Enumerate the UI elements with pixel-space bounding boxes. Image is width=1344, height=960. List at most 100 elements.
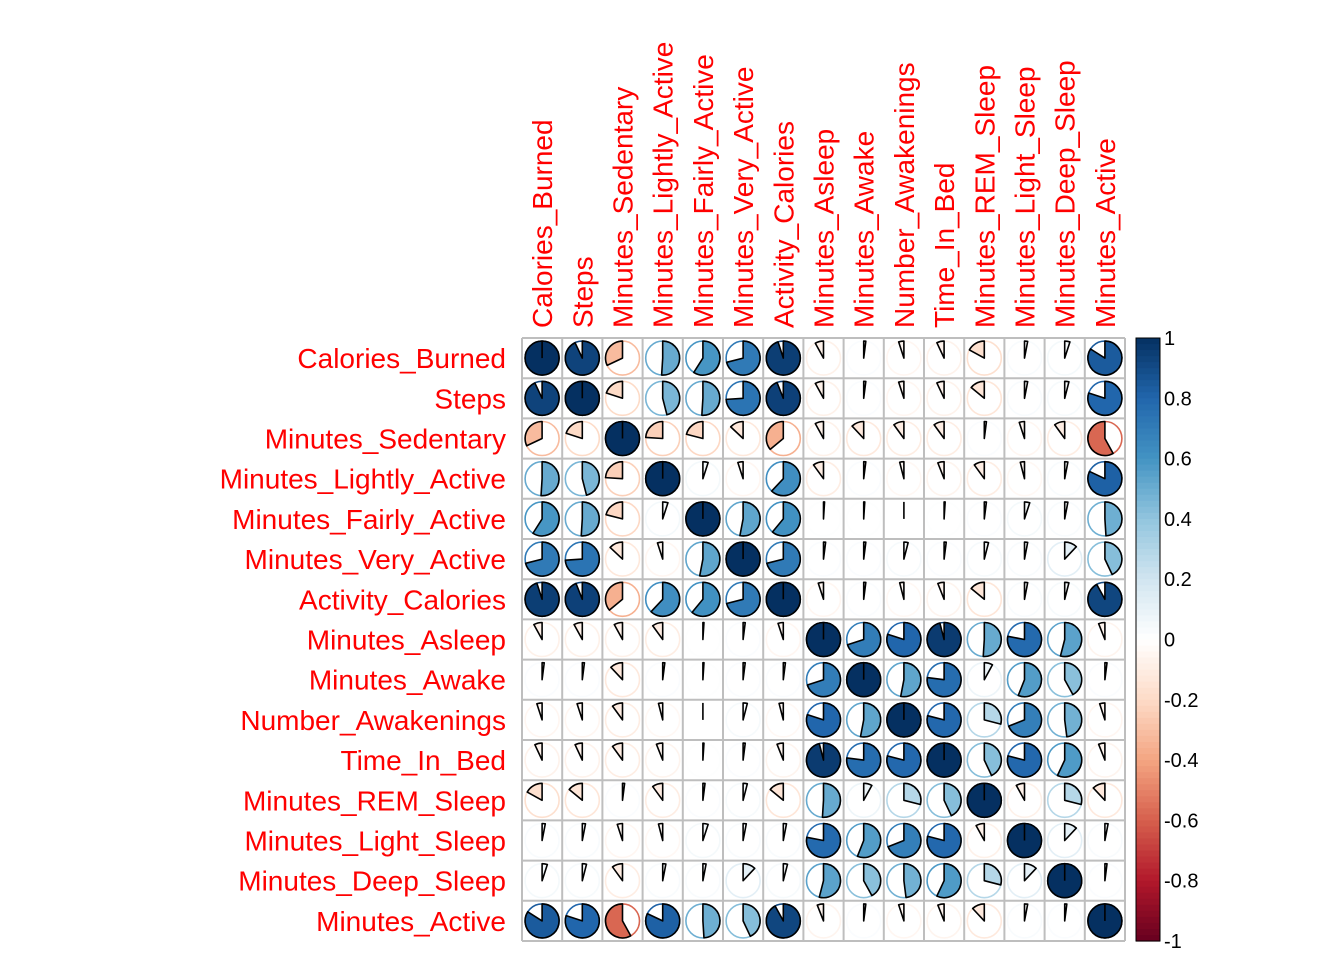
colorbar-segment bbox=[1136, 687, 1160, 695]
pie-wedge bbox=[737, 460, 744, 480]
pie-wedge bbox=[580, 501, 601, 537]
colorbar-segment bbox=[1136, 561, 1160, 568]
correlation-pie bbox=[604, 541, 641, 577]
correlation-pie bbox=[1006, 742, 1043, 778]
correlation-pie bbox=[765, 702, 802, 738]
correlation-pie bbox=[725, 862, 761, 899]
colorbar-segment bbox=[1136, 500, 1160, 508]
correlation-pie bbox=[1006, 501, 1043, 537]
colorbar-segment bbox=[1136, 506, 1160, 514]
pie-wedge bbox=[524, 541, 560, 577]
correlation-pie bbox=[1006, 380, 1043, 417]
pie-wedge bbox=[534, 742, 543, 761]
correlation-pie bbox=[685, 822, 721, 859]
correlation-pie bbox=[725, 661, 761, 698]
correlation-pie bbox=[644, 501, 681, 537]
correlation-pie bbox=[1006, 460, 1043, 497]
correlation-pie bbox=[1046, 903, 1083, 939]
correlation-pie bbox=[725, 822, 761, 859]
row-label: Minutes_Active bbox=[316, 906, 506, 937]
correlation-pie bbox=[1087, 541, 1123, 577]
pie-wedge bbox=[698, 541, 721, 577]
correlation-pie bbox=[524, 621, 560, 658]
colorbar-segment bbox=[1136, 886, 1160, 894]
correlation-pie bbox=[845, 742, 882, 778]
pie-wedge bbox=[581, 862, 588, 882]
correlation-pie bbox=[524, 460, 560, 497]
pie-wedge bbox=[936, 862, 962, 899]
correlation-pie bbox=[644, 862, 681, 899]
pie-wedge bbox=[983, 501, 988, 520]
column-label: Calories_Burned bbox=[527, 119, 558, 328]
correlation-pie bbox=[845, 903, 882, 939]
colorbar-segment bbox=[1136, 754, 1160, 761]
pie-wedge bbox=[656, 541, 664, 560]
correlation-pie bbox=[685, 903, 721, 939]
correlation-pie bbox=[725, 501, 761, 537]
correlation-pie bbox=[886, 782, 922, 819]
pie-wedge bbox=[1104, 541, 1123, 576]
correlation-pie bbox=[685, 340, 721, 376]
pie-wedge bbox=[685, 420, 704, 440]
pie-wedge bbox=[817, 581, 825, 601]
correlation-pie bbox=[966, 661, 1003, 698]
colorbar-segment bbox=[1136, 609, 1160, 616]
correlation-pie bbox=[886, 380, 922, 417]
correlation-pie bbox=[604, 903, 641, 939]
correlation-pie bbox=[805, 581, 842, 618]
pie-wedge bbox=[1023, 903, 1029, 922]
correlation-pie bbox=[524, 581, 560, 618]
pie-wedge bbox=[644, 903, 681, 939]
pie-wedge bbox=[702, 862, 707, 882]
column-label: Minutes_Asleep bbox=[809, 129, 840, 328]
correlation-pie bbox=[926, 581, 962, 618]
correlation-pie bbox=[604, 460, 641, 497]
pie-wedge bbox=[568, 782, 584, 802]
colorbar-segment bbox=[1136, 627, 1160, 635]
colorbar-segment bbox=[1136, 723, 1160, 731]
colorbar-segment bbox=[1136, 585, 1160, 592]
correlation-pie bbox=[886, 621, 922, 658]
pie-wedge bbox=[621, 782, 626, 802]
correlation-pie bbox=[845, 420, 882, 457]
pie-wedge bbox=[971, 903, 986, 922]
pie-wedge bbox=[898, 460, 905, 480]
colorbar-segment bbox=[1136, 808, 1160, 815]
colorbar-segment bbox=[1136, 928, 1160, 936]
correlation-pie bbox=[524, 702, 560, 738]
pie-wedge bbox=[983, 702, 1003, 725]
pie-wedge bbox=[1092, 782, 1106, 802]
correlation-pie bbox=[765, 782, 802, 819]
correlation-pie bbox=[966, 420, 1003, 457]
pie-wedge bbox=[1023, 862, 1037, 882]
colorbar-segment bbox=[1136, 536, 1160, 544]
correlation-pie bbox=[644, 782, 681, 819]
pie-wedge bbox=[1023, 581, 1029, 601]
correlation-pie bbox=[1006, 541, 1043, 577]
correlation-pie bbox=[805, 501, 842, 537]
correlation-pie bbox=[1046, 621, 1083, 658]
colorbar-segment bbox=[1136, 488, 1160, 496]
correlation-pie bbox=[524, 661, 560, 698]
correlation-pie bbox=[1006, 862, 1043, 899]
colorbar-segment bbox=[1136, 621, 1160, 629]
correlation-pie bbox=[725, 380, 761, 417]
pie-wedge bbox=[1087, 340, 1123, 376]
colorbar-tick-label: -0.8 bbox=[1164, 871, 1198, 893]
pie-wedge bbox=[897, 340, 905, 359]
correlation-pie bbox=[524, 380, 560, 417]
pie-wedge bbox=[1087, 581, 1123, 618]
colorbar-segment bbox=[1136, 549, 1160, 556]
pie-wedge bbox=[1006, 621, 1043, 658]
pie-wedge bbox=[897, 380, 905, 400]
pie-wedge bbox=[814, 420, 825, 440]
pie-wedge bbox=[611, 862, 624, 882]
correlation-pie bbox=[644, 742, 681, 778]
column-label: Time_In_Bed bbox=[929, 163, 960, 329]
correlation-pie bbox=[1087, 822, 1123, 859]
pie-wedge bbox=[983, 541, 990, 560]
correlation-pie bbox=[1046, 661, 1083, 698]
correlation-pie bbox=[966, 782, 1003, 819]
pie-wedge bbox=[851, 420, 865, 440]
pie-wedge bbox=[814, 380, 825, 400]
